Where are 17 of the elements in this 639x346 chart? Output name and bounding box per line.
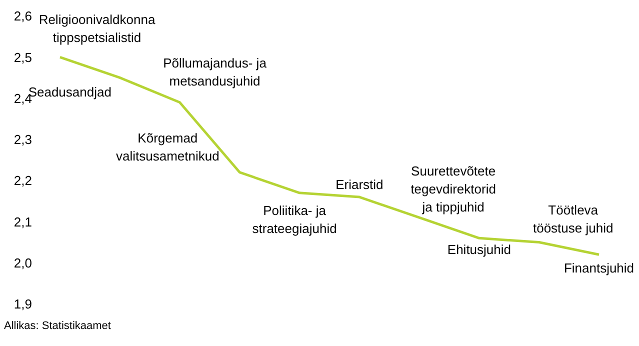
y-tick-label: 2,1 (14, 214, 32, 230)
y-tick-label: 2,0 (14, 255, 32, 270)
y-tick-label: 2,2 (14, 173, 32, 188)
annotation: Finantsjuhid (564, 260, 634, 276)
annotation: Suurettevõtete tegevdirektorid ja tippjuhid (410, 164, 496, 215)
y-tick-label: 1,9 (14, 296, 32, 312)
y-tick-label: 2,3 (14, 132, 32, 148)
annotation: Eriarstid (336, 177, 384, 192)
annotation: Põllumajandus- ja metsandusjuhid (163, 55, 268, 88)
annotation: Kõrgemad valitsusametnikud (116, 130, 220, 164)
y-tick-label: 2,6 (14, 8, 32, 24)
annotation: Töötleva tööstuse juhid (532, 202, 614, 236)
annotation: Religioonivaldkonna tippspetsialistid (38, 12, 156, 46)
text: Allikas: Statistikaamet (4, 320, 111, 332)
y-tick-label: 2,5 (14, 50, 32, 65)
annotation: Poliitika- ja strateegiajuhid (252, 202, 337, 236)
annotation: Ehitusjuhid (447, 242, 512, 258)
